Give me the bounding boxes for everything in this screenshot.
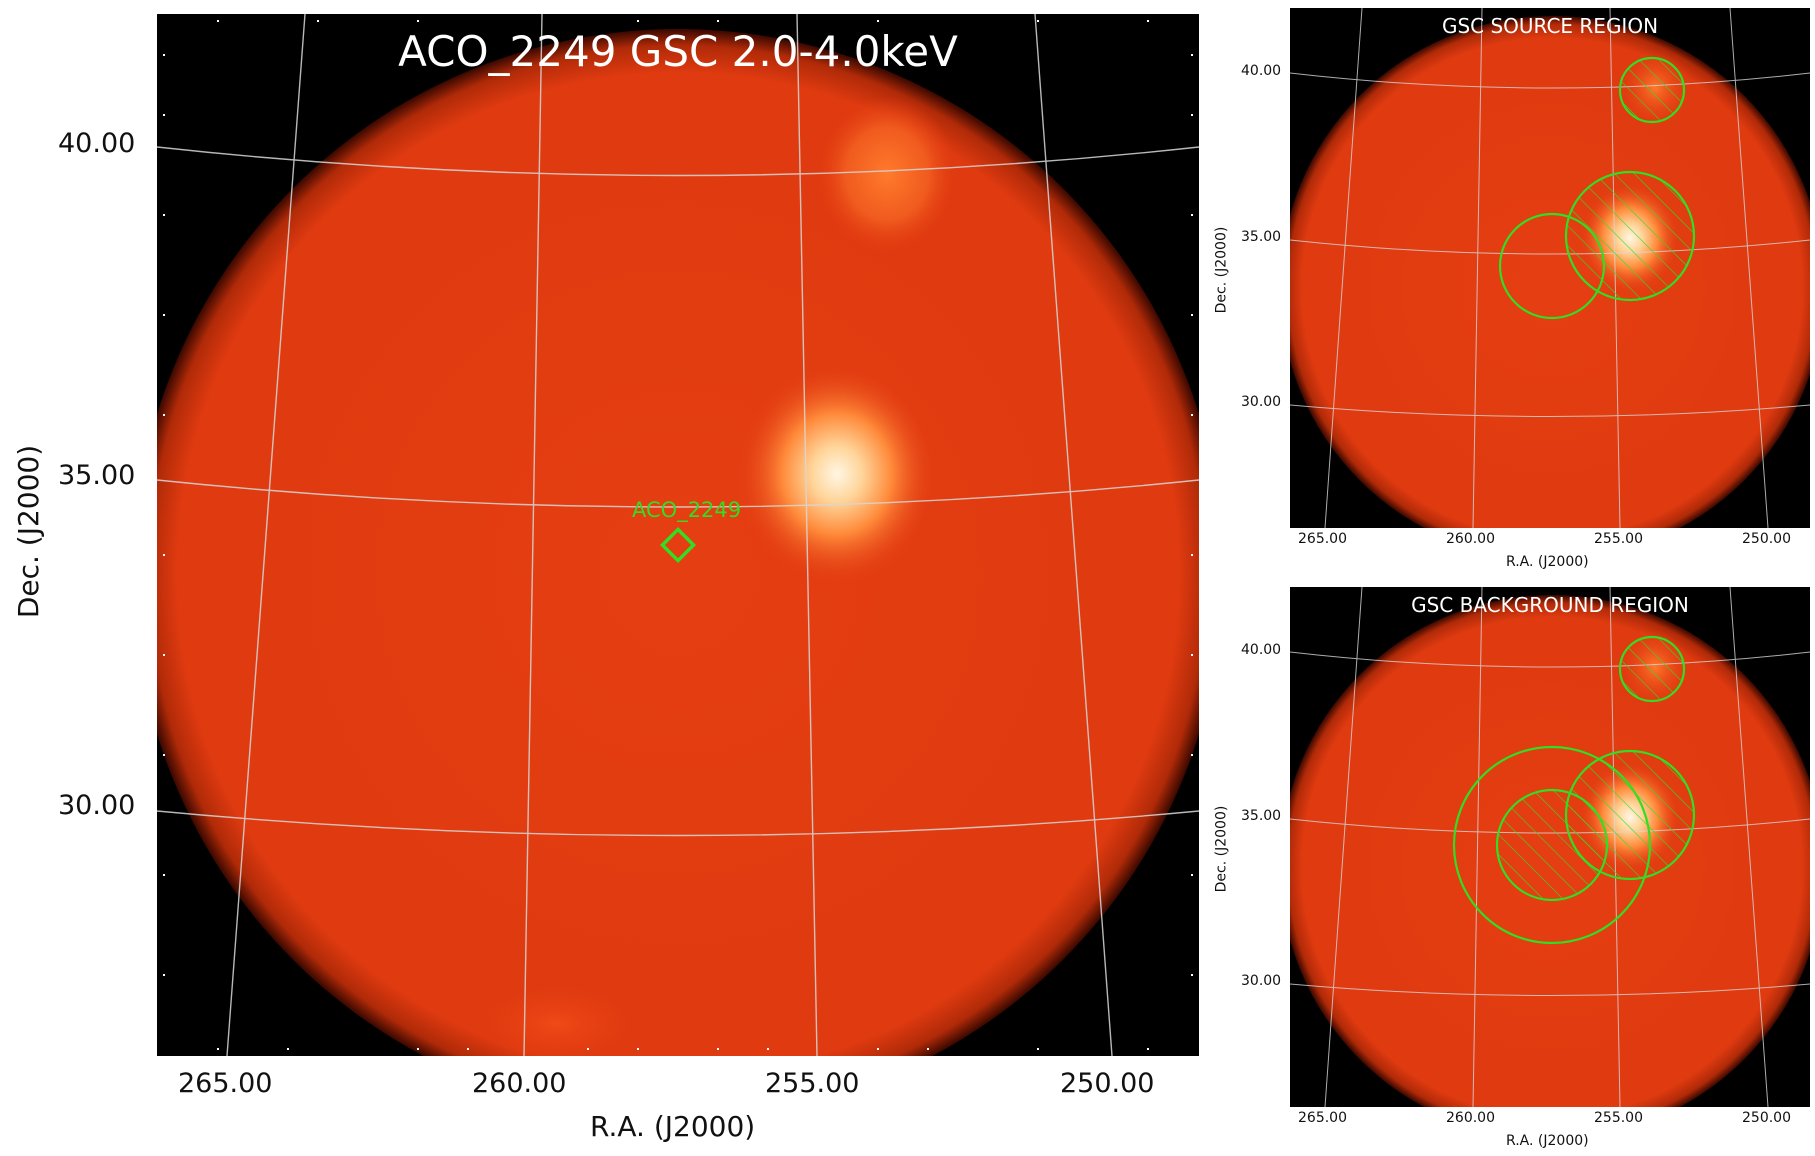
background-x-tick-265: 265.00 xyxy=(1298,1110,1347,1126)
main-title: ACO_2249 GSC 2.0-4.0keV xyxy=(398,27,958,76)
main-x-tick-255: 255.00 xyxy=(765,1068,860,1099)
background-x-tick-250: 250.00 xyxy=(1742,1110,1791,1126)
background-y-axis-label: Dec. (J2000) xyxy=(1213,805,1230,893)
background-x-axis-label: R.A. (J2000) xyxy=(1506,1133,1589,1149)
background-panel-title: GSC BACKGROUND REGION xyxy=(1411,593,1689,617)
source-y-tick-40: 40.00 xyxy=(1241,63,1282,79)
background-y-tick-35: 35.00 xyxy=(1241,808,1282,824)
exposure-disk xyxy=(1290,16,1810,528)
source-y-axis-label: Dec. (J2000) xyxy=(1213,226,1230,314)
bright-source-blob xyxy=(737,364,937,584)
source-x-tick-255: 255.00 xyxy=(1594,531,1643,547)
main-y-tick-35: 35.00 xyxy=(58,460,136,491)
source-x-tick-260: 260.00 xyxy=(1446,531,1495,547)
background-region-panel: GSC BACKGROUND REGION xyxy=(1290,587,1810,1107)
background-y-tick-30: 30.00 xyxy=(1241,973,1282,989)
cluster-position-marker[interactable] xyxy=(659,526,697,564)
main-x-tick-250: 250.00 xyxy=(1060,1068,1155,1099)
main-x-tick-265: 265.00 xyxy=(178,1068,273,1099)
main-image-panel: ACO_2249 ACO_2249 GSC 2.0-4.0keV xyxy=(157,14,1199,1056)
main-x-axis-label: R.A. (J2000) xyxy=(590,1110,756,1143)
background-y-tick-40: 40.00 xyxy=(1241,642,1282,658)
secondary-source-region[interactable] xyxy=(1618,56,1686,124)
source-region-circle[interactable] xyxy=(1564,170,1696,302)
background-x-tick-255: 255.00 xyxy=(1594,1110,1643,1126)
source-x-tick-265: 265.00 xyxy=(1298,531,1347,547)
source-x-tick-250: 250.00 xyxy=(1742,531,1791,547)
exposure-disk xyxy=(157,29,1199,1056)
coordinate-grid xyxy=(157,14,1199,1056)
edge-ticks xyxy=(163,20,1193,1050)
main-y-tick-30: 30.00 xyxy=(58,790,136,821)
main-y-tick-40: 40.00 xyxy=(58,128,136,159)
source-x-axis-label: R.A. (J2000) xyxy=(1506,554,1589,570)
source-region-panel: GSC SOURCE REGION xyxy=(1290,8,1810,528)
source-y-tick-35: 35.00 xyxy=(1241,229,1282,245)
background-x-tick-260: 260.00 xyxy=(1446,1110,1495,1126)
main-x-tick-260: 260.00 xyxy=(472,1068,567,1099)
background-annulus-outer[interactable] xyxy=(1452,745,1652,945)
coordinate-grid xyxy=(1290,8,1810,528)
cluster-exclusion-circle[interactable] xyxy=(1495,788,1609,902)
source-panel-title: GSC SOURCE REGION xyxy=(1442,14,1658,38)
secondary-source-region[interactable] xyxy=(1618,635,1686,703)
main-y-axis-label: Dec. (J2000) xyxy=(12,444,46,619)
cluster-region-circle[interactable] xyxy=(1498,212,1606,320)
source-y-tick-30: 30.00 xyxy=(1241,394,1282,410)
marker-label: ACO_2249 xyxy=(632,498,741,523)
secondary-source-blob xyxy=(817,96,957,252)
